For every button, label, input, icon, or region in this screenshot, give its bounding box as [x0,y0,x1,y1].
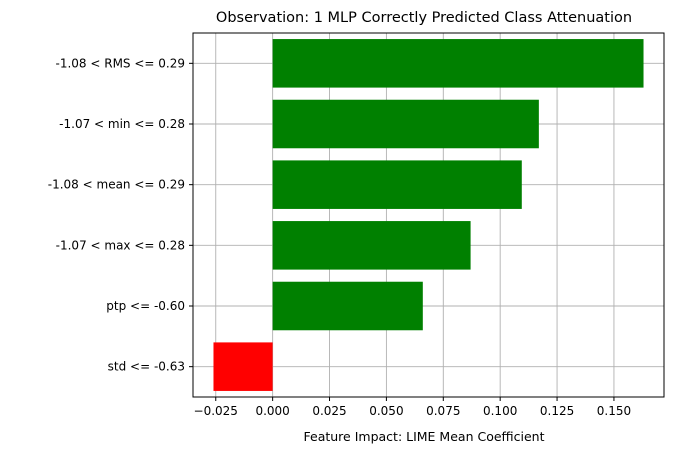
y-tick-label: -1.07 < min <= 0.28 [59,117,185,131]
x-tick-label: 0.050 [369,404,403,418]
y-tick-label: std <= -0.63 [108,360,185,374]
plot-frame [192,32,665,398]
x-tick-label: 0.100 [483,404,517,418]
bar [213,342,273,391]
y-tick-label: -1.07 < max <= 0.28 [56,238,185,252]
y-tick-label: -1.08 < mean <= 0.29 [48,178,185,192]
y-axis-ticks: -1.08 < RMS <= 0.29 -1.07 < min <= 0.28 -1… [48,56,193,374]
chart-title: Observation: 1 MLP Correctly Predicted C… [216,10,632,26]
x-tick-label: 0.125 [540,404,574,418]
bar [272,99,539,149]
x-axis-label: Feature Impact: LIME Mean Coefficient [304,429,545,444]
x-tick-label: 0.025 [312,404,346,418]
x-tick-label: 0.075 [426,404,460,418]
bars [213,39,644,391]
grid [193,33,664,397]
bar [272,160,522,209]
bar [272,281,423,331]
x-tick-label: 0.000 [255,404,289,418]
y-tick-label: ptp <= -0.60 [106,299,185,313]
y-tick-label: -1.08 < RMS <= 0.29 [56,56,186,70]
bar [272,221,471,270]
x-tick-label: −0.025 [194,404,238,418]
bar [272,39,644,88]
x-axis-ticks: −0.025 0.000 0.025 0.050 0.075 0.100 0.125 0.15… [194,397,631,418]
x-tick-label: 0.150 [597,404,631,418]
